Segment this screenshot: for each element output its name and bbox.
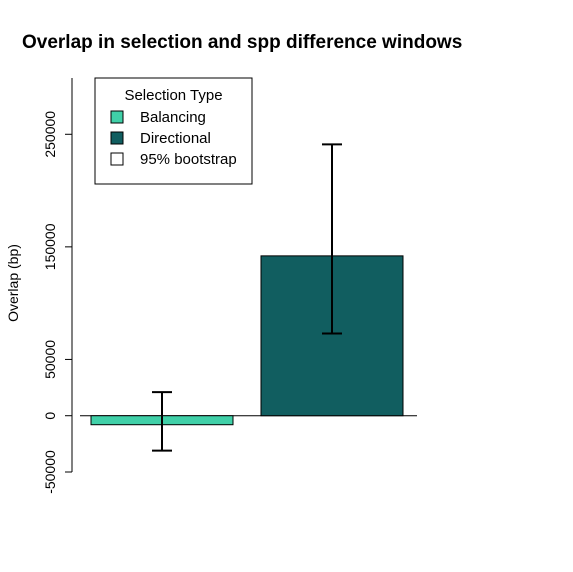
legend-swatch: [110, 131, 124, 145]
y-tick-label: 150000: [42, 223, 58, 270]
legend-title: Selection Type: [124, 87, 222, 104]
legend-entry: Directional: [140, 130, 211, 147]
legend-box: [94, 77, 253, 185]
y-tick-label: 250000: [42, 111, 58, 158]
legend-entry: Balancing: [140, 109, 206, 126]
y-tick-label: 50000: [42, 340, 58, 379]
bars: [90, 255, 404, 426]
legend-swatch: [110, 152, 124, 166]
error-bars: [152, 143, 342, 452]
legend-entry: 95% bootstrap: [140, 151, 237, 168]
y-axis: -50000 0 50000 150000 250000: [42, 78, 73, 494]
legend-swatch: [110, 110, 124, 124]
y-tick-label: -50000: [42, 450, 58, 494]
y-axis-label: Overlap (bp): [5, 244, 21, 322]
chart-title: Overlap in selection and spp difference …: [22, 32, 462, 53]
legend: Selection Type Balancing Directional 95% b…: [94, 77, 253, 185]
y-tick-label: 0: [42, 412, 58, 420]
